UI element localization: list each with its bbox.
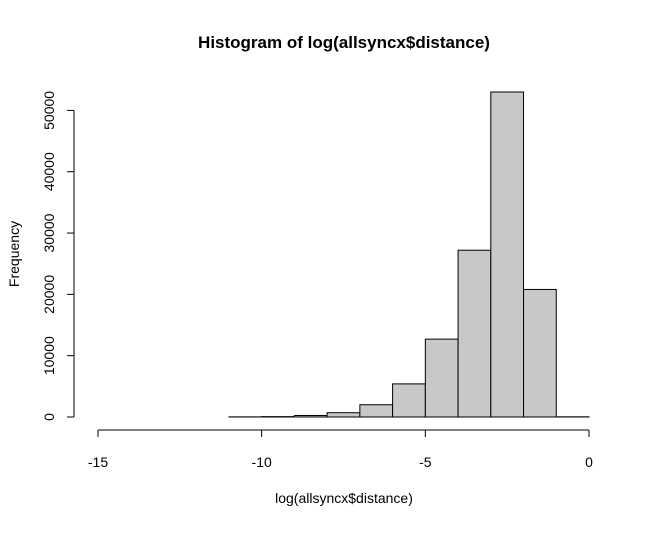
histogram-bar-8 [327,413,360,417]
y-tick-label-4: 30000 [41,213,57,252]
x-tick-label-1: -15 [88,454,108,470]
x-tick-label-3: -5 [419,454,432,470]
x-axis-label: log(allsyncx$distance) [275,490,413,506]
y-tick-label-3: 20000 [41,275,57,314]
histogram-bar-12 [458,250,491,417]
chart-title: Histogram of log(allsyncx$distance) [198,33,490,52]
histogram-bar-7 [294,415,327,417]
y-axis: 0 10000 20000 30000 40000 50000 [41,91,74,421]
y-tick-label-5: 40000 [41,152,57,191]
x-axis: -15 -10 -5 0 [88,430,593,470]
bars-layer [229,92,589,417]
histogram-bar-14 [524,289,557,417]
y-axis-label: Frequency [6,221,22,287]
histogram-bar-13 [491,92,524,417]
histogram-bar-9 [360,405,393,417]
x-tick-label-4: 0 [585,454,593,470]
y-tick-label-2: 10000 [41,336,57,375]
x-tick-label-2: -10 [252,454,272,470]
histogram-bar-10 [393,384,426,417]
histogram-bar-11 [425,339,458,417]
y-tick-label-6: 50000 [41,91,57,130]
y-tick-label-1: 0 [41,413,57,421]
